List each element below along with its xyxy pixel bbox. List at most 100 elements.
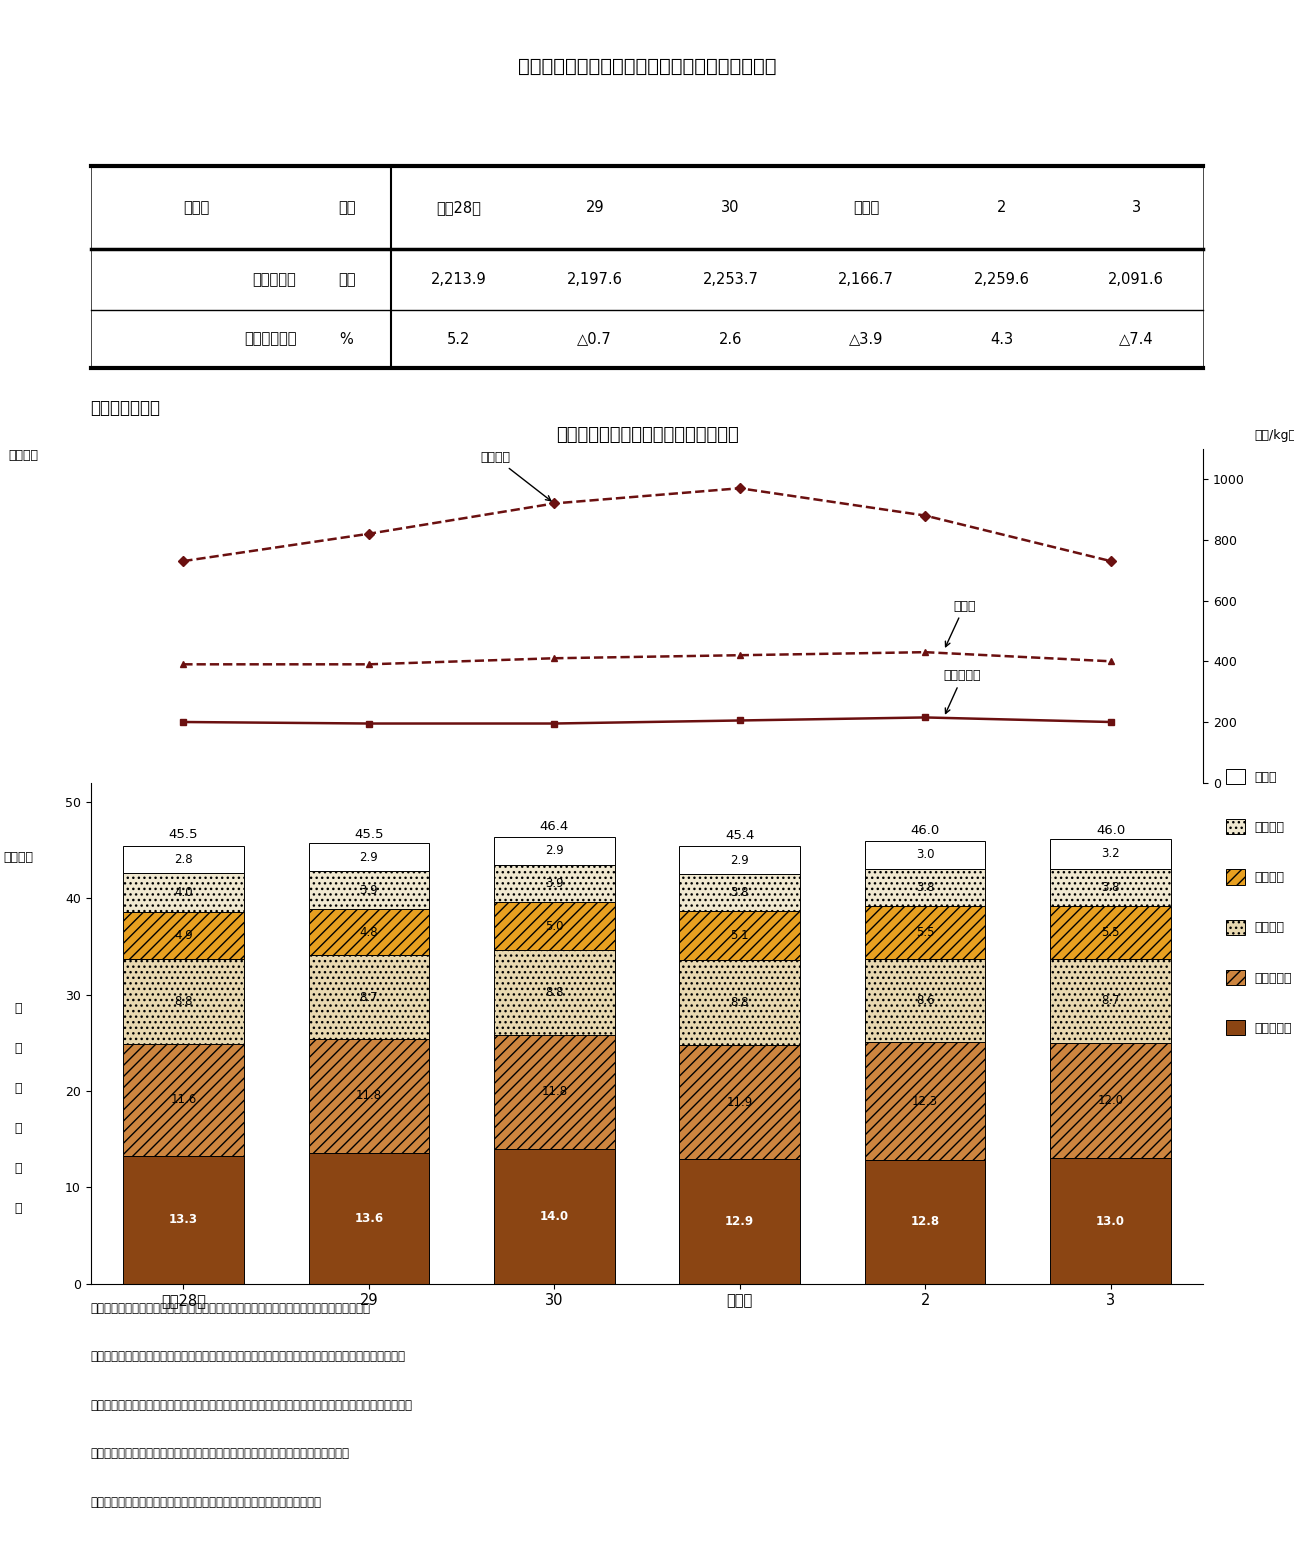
Text: しめじ: しめじ — [946, 599, 976, 647]
Bar — [308, 1038, 430, 1153]
Bar — [308, 956, 430, 1038]
Bar — [1051, 959, 1171, 1043]
Text: 8.6: 8.6 — [916, 993, 934, 1007]
Text: 14.0: 14.0 — [540, 1209, 569, 1223]
Text: △3.9: △3.9 — [849, 332, 884, 347]
Bar — [308, 1153, 430, 1284]
Text: 5.5: 5.5 — [916, 926, 934, 938]
Bar — [864, 1160, 986, 1284]
Bar — [494, 1150, 615, 1284]
Text: 45.4: 45.4 — [725, 829, 754, 843]
Text: 8.8: 8.8 — [175, 995, 193, 1007]
Text: 46.0: 46.0 — [911, 824, 939, 837]
Bar — [679, 960, 800, 1045]
Text: 11.6: 11.6 — [171, 1093, 197, 1106]
Text: 平成28年: 平成28年 — [436, 200, 481, 214]
Text: 4.0: 4.0 — [173, 887, 193, 899]
Bar — [308, 909, 430, 956]
Bar — [494, 951, 615, 1035]
Text: △7.4: △7.4 — [1119, 332, 1153, 347]
Text: 12.0: 12.0 — [1097, 1095, 1123, 1107]
Text: 令和元: 令和元 — [853, 200, 880, 214]
Text: 29: 29 — [585, 200, 604, 214]
Text: 46.0: 46.0 — [1096, 824, 1126, 837]
Text: 区　分: 区 分 — [184, 200, 210, 214]
Bar — [1051, 870, 1171, 906]
Text: 12.9: 12.9 — [725, 1215, 754, 1228]
Bar — [864, 840, 986, 870]
Text: 4.9: 4.9 — [173, 929, 193, 942]
Bar — [308, 843, 430, 871]
Text: 5.0: 5.0 — [545, 920, 563, 932]
Text: 13.6: 13.6 — [355, 1212, 383, 1225]
Bar — [494, 902, 615, 951]
Bar — [123, 846, 243, 873]
Legend: その他, エリンギ, まいたけ, しいたけ, ぶなしめじ, えのきたけ: その他, エリンギ, まいたけ, しいたけ, ぶなしめじ, えのきたけ — [1220, 763, 1294, 1040]
Bar — [679, 874, 800, 910]
Bar — [679, 910, 800, 960]
Bar — [679, 1159, 800, 1284]
Text: 5.1: 5.1 — [730, 929, 749, 942]
Text: 5.2: 5.2 — [448, 332, 471, 347]
Text: 46.4: 46.4 — [540, 820, 569, 832]
Bar — [1051, 838, 1171, 870]
Text: 8.7: 8.7 — [360, 990, 378, 1004]
Text: △0.7: △0.7 — [577, 332, 612, 347]
Bar — [864, 906, 986, 959]
Bar — [123, 873, 243, 912]
Text: 13.0: 13.0 — [1096, 1215, 1126, 1228]
Text: 5.5: 5.5 — [1101, 926, 1119, 938]
Bar — [864, 1042, 986, 1160]
Text: 3.0: 3.0 — [916, 848, 934, 862]
Bar — [1051, 1043, 1171, 1159]
Text: 2: 2 — [996, 200, 1007, 214]
Text: 2,253.7: 2,253.7 — [703, 272, 758, 288]
Text: 45.5: 45.5 — [355, 829, 383, 841]
Text: 注：１　えのきたけ及びしめじの卸売価格は、青果物卸売市場調査における主要な青果物卸売市場か: 注：１ えのきたけ及びしめじの卸売価格は、青果物卸売市場調査における主要な青果物… — [91, 1350, 405, 1364]
Text: 3.2: 3.2 — [1101, 848, 1121, 860]
Text: 2,166.7: 2,166.7 — [839, 272, 894, 288]
Text: 11.8: 11.8 — [356, 1089, 382, 1103]
Text: 2.9: 2.9 — [730, 854, 749, 866]
Text: 8.8: 8.8 — [545, 987, 563, 999]
Text: 表３　栽培きのこ類生産の産出額の推移（全国）: 表３ 栽培きのこ類生産の産出額の推移（全国） — [518, 56, 776, 75]
Text: 億円: 億円 — [338, 272, 356, 288]
Text: 12.8: 12.8 — [911, 1215, 939, 1228]
Text: 2.9: 2.9 — [545, 845, 564, 857]
Text: ３　その他は、なめこ、ひらたけ、まつたけ及びきくらげ類である。: ３ その他は、なめこ、ひらたけ、まつたけ及びきくらげ類である。 — [91, 1495, 322, 1509]
Bar — [864, 959, 986, 1042]
Text: （円/kg）: （円/kg） — [1255, 429, 1294, 443]
Text: 2.8: 2.8 — [173, 854, 193, 866]
Text: 生: 生 — [14, 1162, 22, 1175]
Bar — [1051, 906, 1171, 959]
Text: （万ｔ）: （万ｔ） — [9, 449, 39, 461]
Text: まいたけ: まいたけ — [480, 450, 551, 500]
Text: 対前年増減率: 対前年増減率 — [245, 332, 296, 347]
Bar — [123, 959, 243, 1043]
Text: 11.8: 11.8 — [541, 1085, 567, 1098]
Text: 3.8: 3.8 — [1101, 881, 1119, 895]
Text: 2,197.6: 2,197.6 — [567, 272, 622, 288]
Bar — [123, 1156, 243, 1284]
Bar — [494, 1035, 615, 1150]
Text: 単位: 単位 — [338, 200, 356, 214]
Text: 11.9: 11.9 — [727, 1095, 753, 1109]
Text: 3.9: 3.9 — [545, 877, 564, 890]
Bar — [494, 837, 615, 865]
Text: 2.9: 2.9 — [360, 851, 378, 863]
Text: ら推計した全国の平均価格、まいたけの卸売価格は、東京都中央卸売市場年平均価格である。: ら推計した全国の平均価格、まいたけの卸売価格は、東京都中央卸売市場年平均価格であ… — [91, 1398, 413, 1412]
Text: （: （ — [14, 1001, 22, 1015]
Text: ２　しいたけの生産量は、生しいたけと乾しいたけ（生換算）の合計である。: ２ しいたけの生産量は、生しいたけと乾しいたけ（生換算）の合計である。 — [91, 1447, 349, 1461]
Text: %: % — [339, 332, 353, 347]
Text: 2,259.6: 2,259.6 — [973, 272, 1030, 288]
Bar — [1051, 1159, 1171, 1284]
Text: ）: ） — [14, 1203, 22, 1215]
Text: 3: 3 — [1131, 200, 1140, 214]
Bar — [679, 846, 800, 874]
Text: 3.8: 3.8 — [731, 887, 749, 899]
Text: 8.7: 8.7 — [1101, 995, 1121, 1007]
Text: 3.9: 3.9 — [360, 884, 378, 896]
Text: （万ｔ）: （万ｔ） — [4, 851, 34, 865]
Text: 産: 産 — [14, 1121, 22, 1135]
Text: 4.3: 4.3 — [990, 332, 1013, 347]
